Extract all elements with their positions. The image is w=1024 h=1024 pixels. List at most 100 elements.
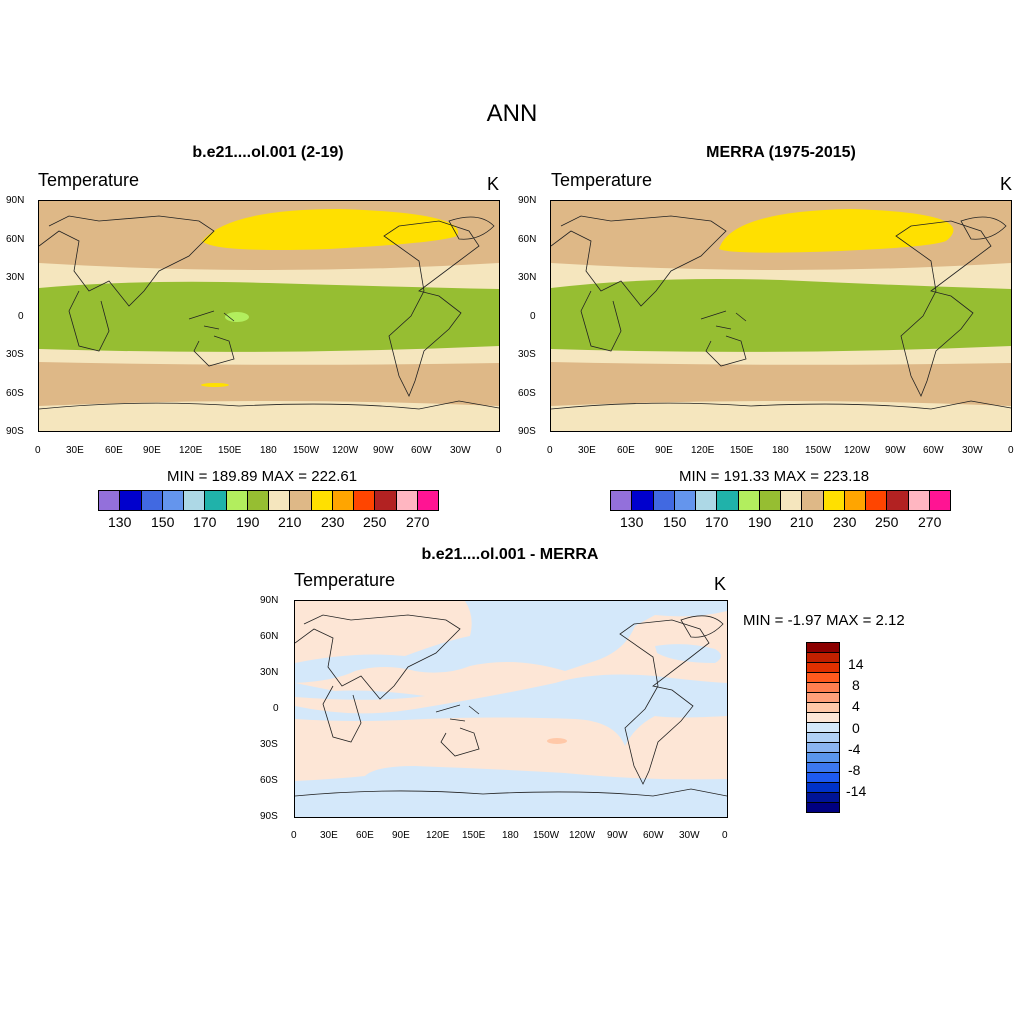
colorbar-swatch: [866, 491, 888, 510]
colorbar-swatch: [396, 491, 418, 510]
colorbar-swatch: [807, 723, 839, 733]
figure-title: ANN: [486, 100, 538, 127]
lon-tick: 120W: [569, 830, 596, 841]
lat-tick: 60N: [6, 234, 25, 245]
colorbar-swatch: [696, 491, 718, 510]
colorbar-swatch: [290, 491, 312, 510]
colorbar-swatch: [807, 803, 839, 812]
colorbar-label: 14: [848, 656, 864, 672]
lon-tick: 0: [722, 830, 728, 841]
panel3-map-svg: [295, 601, 727, 817]
lat-tick: 0: [530, 311, 536, 322]
colorbar-swatch: [807, 703, 839, 713]
colorbar-label: 230: [321, 514, 345, 530]
lon-tick: 90W: [885, 445, 906, 456]
colorbar-swatch: [887, 491, 909, 510]
colorbar-swatch: [807, 653, 839, 663]
colorbar-swatch: [332, 491, 354, 510]
panel1-colorbar: [98, 490, 439, 511]
lon-tick: 120W: [844, 445, 871, 456]
lon-tick: 0: [1008, 445, 1014, 456]
colorbar-swatch: [807, 793, 839, 803]
colorbar-swatch: [759, 491, 781, 510]
lat-tick: 90S: [518, 426, 536, 437]
colorbar-swatch: [807, 773, 839, 783]
colorbar-swatch: [807, 663, 839, 673]
lon-tick: 30W: [962, 445, 983, 456]
lon-tick: 30W: [450, 445, 471, 456]
lat-tick: 30N: [6, 272, 25, 283]
lat-tick: 0: [18, 311, 24, 322]
panel1-map: [38, 200, 500, 432]
colorbar-swatch: [717, 491, 739, 510]
colorbar-swatch: [807, 753, 839, 763]
lon-tick: 150W: [293, 445, 320, 456]
colorbar-label: 210: [790, 514, 814, 530]
panel1-minmax: MIN = 189.89 MAX = 222.61: [167, 468, 358, 485]
lat-tick: 60S: [518, 388, 536, 399]
colorbar-swatch: [807, 683, 839, 693]
lon-tick: 30E: [578, 445, 596, 456]
lon-tick: 90E: [655, 445, 673, 456]
colorbar-swatch: [247, 491, 269, 510]
lat-tick: 60N: [260, 631, 279, 642]
colorbar-swatch: [929, 491, 950, 510]
colorbar-label: -8: [848, 762, 861, 778]
colorbar-label: 0: [852, 720, 860, 736]
lon-tick: 90E: [143, 445, 161, 456]
colorbar-label: 150: [151, 514, 175, 530]
panel2-title: MERRA (1975-2015): [706, 144, 856, 161]
colorbar-label: 210: [278, 514, 302, 530]
colorbar-swatch: [375, 491, 397, 510]
colorbar-swatch: [205, 491, 227, 510]
lon-tick: 120E: [426, 830, 450, 841]
lon-tick: 150E: [730, 445, 754, 456]
panel1-title: b.e21....ol.001 (2-19): [192, 144, 344, 161]
colorbar-swatch: [802, 491, 824, 510]
lon-tick: 60W: [923, 445, 944, 456]
lon-tick: 0: [496, 445, 502, 456]
colorbar-label: 190: [748, 514, 772, 530]
lon-tick: 150E: [462, 830, 486, 841]
colorbar-swatch: [807, 643, 839, 653]
colorbar-swatch: [162, 491, 184, 510]
panel2-variable-label: Temperature: [551, 170, 653, 190]
lon-tick: 30W: [679, 830, 700, 841]
lon-tick: 120W: [332, 445, 359, 456]
colorbar-label: 250: [875, 514, 899, 530]
colorbar-swatch: [807, 693, 839, 703]
colorbar-label: 130: [108, 514, 132, 530]
lon-tick: 0: [35, 445, 41, 456]
lat-tick: 60N: [518, 234, 537, 245]
lon-tick: 60E: [356, 830, 374, 841]
lon-tick: 90W: [373, 445, 394, 456]
lat-tick: 30N: [260, 667, 279, 678]
lon-tick: 150W: [805, 445, 832, 456]
colorbar-swatch: [807, 673, 839, 683]
lon-tick: 60E: [105, 445, 123, 456]
colorbar-swatch: [738, 491, 760, 510]
panel1-units-label: K: [487, 174, 500, 194]
colorbar-swatch: [611, 491, 633, 510]
colorbar-swatch: [781, 491, 803, 510]
lat-tick: 90N: [6, 195, 25, 206]
lat-tick: 60S: [6, 388, 24, 399]
lat-tick: 90N: [518, 195, 537, 206]
colorbar-swatch: [141, 491, 163, 510]
colorbar-label: 4: [852, 698, 860, 714]
panel1-map-svg: [39, 201, 499, 431]
lon-tick: 30E: [66, 445, 84, 456]
colorbar-label: 150: [663, 514, 687, 530]
colorbar-swatch: [311, 491, 333, 510]
colorbar-label: 270: [406, 514, 430, 530]
colorbar-swatch: [844, 491, 866, 510]
colorbar-swatch: [269, 491, 291, 510]
lon-tick: 90W: [607, 830, 628, 841]
colorbar-swatch: [908, 491, 930, 510]
colorbar-swatch: [354, 491, 376, 510]
colorbar-swatch: [807, 783, 839, 793]
colorbar-swatch: [674, 491, 696, 510]
lat-tick: 60S: [260, 775, 278, 786]
colorbar-label: 230: [833, 514, 857, 530]
colorbar-swatch: [184, 491, 206, 510]
